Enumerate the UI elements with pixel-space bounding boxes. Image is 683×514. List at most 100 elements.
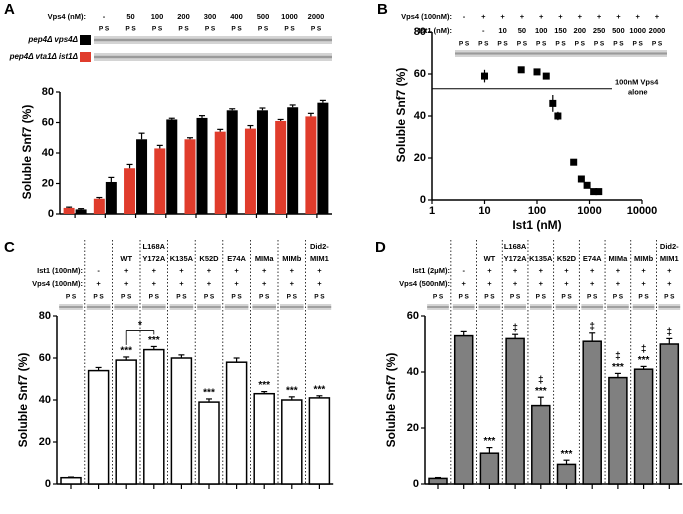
reference-label: alone [628, 88, 648, 97]
lane-label: P S [205, 26, 216, 33]
header-value: + [539, 12, 544, 21]
significance-label: *** [148, 335, 160, 346]
point [595, 188, 603, 196]
y-tick-label: 60 [42, 116, 54, 128]
lane-label: P S [231, 294, 242, 301]
gel-band [478, 306, 501, 308]
gel-band [658, 306, 681, 308]
header-value: - [463, 12, 466, 21]
column-label: E74A [583, 254, 602, 263]
y-tick-label: 20 [407, 422, 419, 434]
reference-label: 100nM Vps4 [615, 78, 659, 87]
lane-label: P S [478, 41, 489, 48]
panel-label: B [377, 1, 388, 18]
header-value: + [124, 266, 129, 275]
lane-label: P S [459, 41, 470, 48]
lane-label: P S [536, 41, 547, 48]
lane-label: P S [259, 294, 270, 301]
gel-band [114, 306, 138, 308]
column-label: MIMb [282, 254, 302, 263]
lane-label: P S [204, 294, 215, 301]
x-tick-label: 10000 [627, 205, 658, 217]
gel-band [94, 55, 332, 59]
column-label: L168A [143, 242, 166, 251]
gel-band [555, 306, 578, 308]
y-tick-label: 20 [39, 436, 51, 448]
y-tick-label: 60 [39, 352, 51, 364]
lane-label: P S [231, 26, 242, 33]
gel-band [455, 52, 667, 55]
y-tick-label: 20 [42, 177, 54, 189]
bracket-label: * [138, 320, 142, 331]
bar [166, 119, 178, 214]
bar [453, 334, 474, 485]
y-axis-label: Soluble Snf7 (%) [384, 353, 398, 448]
bar [214, 131, 226, 214]
y-tick-label: 0 [45, 478, 51, 490]
x-tick-label: 100 [528, 205, 546, 217]
significance-label: *** [120, 346, 132, 357]
bar [428, 477, 448, 485]
header-value: + [667, 266, 672, 275]
bar [143, 348, 165, 485]
header-value: + [564, 279, 569, 288]
gel-band [280, 306, 304, 308]
significance-label: *** [286, 385, 298, 396]
bar [633, 368, 654, 485]
bar [115, 359, 137, 485]
lane-label: P S [176, 294, 187, 301]
legend-label: pep4Δ vps4Δ [27, 35, 78, 44]
header-value: + [152, 266, 157, 275]
lane-label: P S [66, 294, 77, 301]
lane-label: P S [510, 294, 521, 301]
x-axis-label: Ist1 (nM) [512, 218, 561, 232]
y-tick-label: 0 [420, 194, 426, 206]
header-value: + [124, 279, 129, 288]
y-tick-label: 0 [413, 478, 419, 490]
header-value: + [578, 12, 583, 21]
significance-label: *** [561, 449, 573, 460]
header-label: Vps4 (100nM): [32, 279, 83, 288]
header-value: + [636, 12, 641, 21]
lane-label: P S [613, 294, 624, 301]
header-label: Ist1 (100nM): [37, 266, 83, 275]
legend-swatch [80, 52, 91, 62]
header-label: Ist1 (2μM): [412, 266, 450, 275]
header-value: + [481, 12, 486, 21]
point [577, 175, 585, 183]
gel-band [59, 306, 83, 308]
lane-label: P S [284, 26, 295, 33]
header-value: - [97, 266, 100, 275]
header-value: + [290, 266, 295, 275]
significance-label: ‡ [589, 321, 595, 332]
column-label: WT [484, 254, 496, 263]
header-value: + [500, 12, 505, 21]
bar [287, 107, 299, 214]
bar [136, 139, 148, 214]
significance-label: ‡ [538, 375, 544, 386]
panel-label: A [4, 1, 15, 18]
panel-label: C [4, 239, 15, 256]
lane-label: P S [594, 41, 605, 48]
header-value: + [558, 12, 563, 21]
column-label: L168A [504, 242, 527, 251]
y-tick-label: 80 [39, 310, 51, 322]
lane-label: P S [575, 41, 586, 48]
significance-label: *** [203, 388, 215, 399]
column-label: MIM1 [310, 254, 329, 263]
gel-band [307, 306, 332, 308]
point [583, 181, 591, 189]
y-tick-label: 40 [42, 147, 54, 159]
header-value: + [616, 266, 621, 275]
y-tick-label: 60 [407, 310, 419, 322]
lane-label: P S [314, 294, 325, 301]
header-value: 100 [535, 26, 548, 35]
lane-label: P S [555, 41, 566, 48]
column-label: E74A [227, 254, 246, 263]
lane-label: P S [258, 26, 269, 33]
header-value: 50 [518, 26, 526, 35]
header-value: 1000 [629, 26, 646, 35]
gel-band [529, 306, 552, 308]
point [517, 66, 525, 74]
column-label: 400 [230, 12, 243, 21]
